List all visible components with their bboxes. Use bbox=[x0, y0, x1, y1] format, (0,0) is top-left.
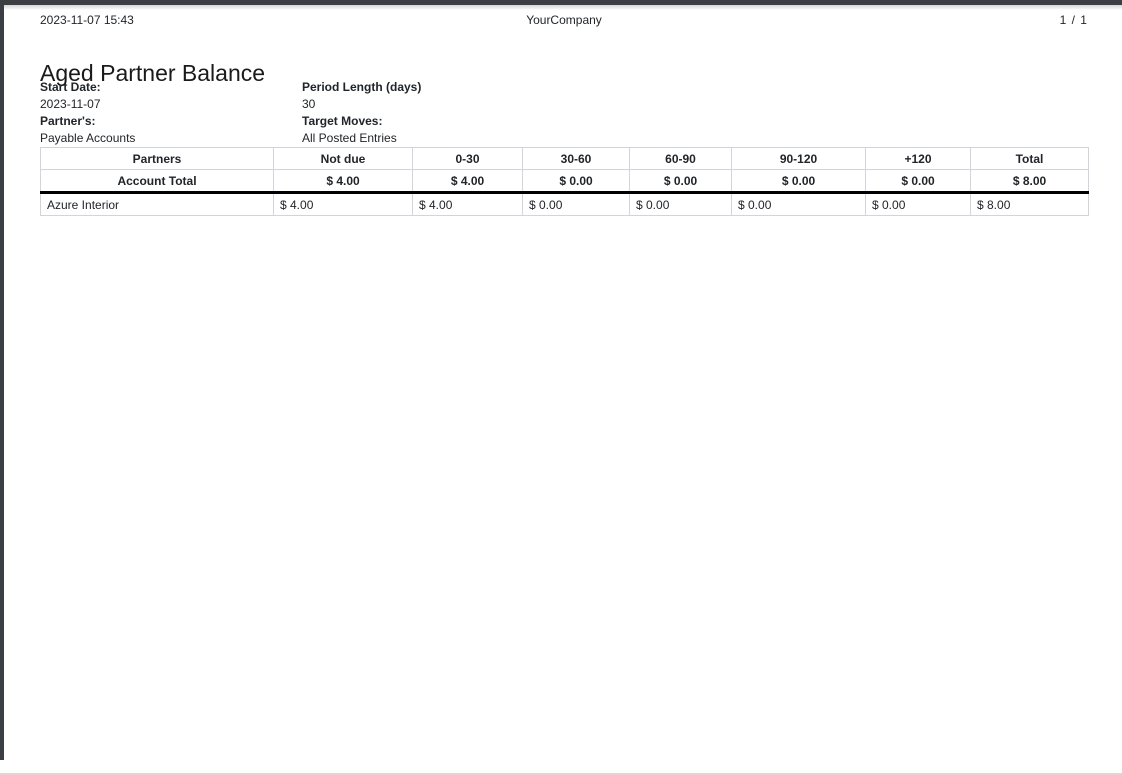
filter-partners: Partner's: Payable Accounts bbox=[40, 113, 302, 147]
column-header-not-due: Not due bbox=[273, 147, 413, 170]
filter-period-length-value: 30 bbox=[302, 97, 316, 111]
account-total-90-120: $ 0.00 bbox=[731, 169, 866, 194]
column-header-partners: Partners bbox=[40, 147, 274, 170]
aged-balance-table: Partners Not due 0-30 30-60 60-90 90-120… bbox=[40, 147, 1089, 216]
account-total-plus-120: $ 0.00 bbox=[865, 169, 971, 194]
account-total-not-due: $ 4.00 bbox=[273, 169, 413, 194]
company-name: YourCompany bbox=[526, 13, 602, 27]
report-title: Aged Partner Balance bbox=[40, 60, 266, 87]
page-indicator: 1 / 1 bbox=[1059, 13, 1088, 27]
viewer-bottom-edge bbox=[0, 773, 1122, 775]
column-header-90-120: 90-120 bbox=[731, 147, 866, 170]
filter-period-length: Period Length (days) 30 bbox=[302, 79, 732, 113]
page-running-header: 2023-11-07 15:43 YourCompany 1 / 1 bbox=[40, 13, 1088, 28]
viewer-left-edge bbox=[0, 0, 4, 760]
filter-target-moves-label: Target Moves: bbox=[302, 114, 383, 128]
account-total-30-60: $ 0.00 bbox=[522, 169, 630, 194]
filter-period-length-label: Period Length (days) bbox=[302, 80, 422, 94]
column-header-plus-120: +120 bbox=[865, 147, 971, 170]
filter-start-date-value: 2023-11-07 bbox=[40, 97, 101, 111]
filter-start-date: Start Date: 2023-11-07 bbox=[40, 79, 302, 113]
partner-name: Azure Interior bbox=[40, 192, 274, 216]
filter-start-date-label: Start Date: bbox=[40, 80, 101, 94]
filter-target-moves-value: All Posted Entries bbox=[302, 131, 397, 145]
partner-row: Azure Interior $ 4.00 $ 4.00 $ 0.00 $ 0.… bbox=[40, 192, 1089, 216]
print-datetime: 2023-11-07 15:43 bbox=[40, 13, 134, 27]
column-header-60-90: 60-90 bbox=[629, 147, 732, 170]
viewer-top-edge bbox=[0, 0, 1122, 5]
filter-target-moves: Target Moves: All Posted Entries bbox=[302, 113, 732, 147]
viewer-top-shadow bbox=[0, 5, 1122, 10]
partner-value-plus-120: $ 0.00 bbox=[865, 192, 971, 216]
filter-partners-value: Payable Accounts bbox=[40, 131, 136, 145]
partner-value-0-30: $ 4.00 bbox=[412, 192, 523, 216]
partner-value-60-90: $ 0.00 bbox=[629, 192, 732, 216]
account-total-0-30: $ 4.00 bbox=[412, 169, 523, 194]
partner-value-not-due: $ 4.00 bbox=[273, 192, 413, 216]
account-total-60-90: $ 0.00 bbox=[629, 169, 732, 194]
partner-value-total: $ 8.00 bbox=[970, 192, 1089, 216]
column-header-total: Total bbox=[970, 147, 1089, 170]
table-header-row: Partners Not due 0-30 30-60 60-90 90-120… bbox=[40, 147, 1089, 170]
filter-partners-label: Partner's: bbox=[40, 114, 96, 128]
account-total-row: Account Total $ 4.00 $ 4.00 $ 0.00 $ 0.0… bbox=[40, 169, 1089, 194]
report-filters: Start Date: 2023-11-07 Period Length (da… bbox=[40, 79, 732, 147]
column-header-0-30: 0-30 bbox=[412, 147, 523, 170]
partner-value-30-60: $ 0.00 bbox=[522, 192, 630, 216]
account-total-label: Account Total bbox=[40, 169, 274, 194]
partner-value-90-120: $ 0.00 bbox=[731, 192, 866, 216]
column-header-30-60: 30-60 bbox=[522, 147, 630, 170]
account-total-total: $ 8.00 bbox=[970, 169, 1089, 194]
